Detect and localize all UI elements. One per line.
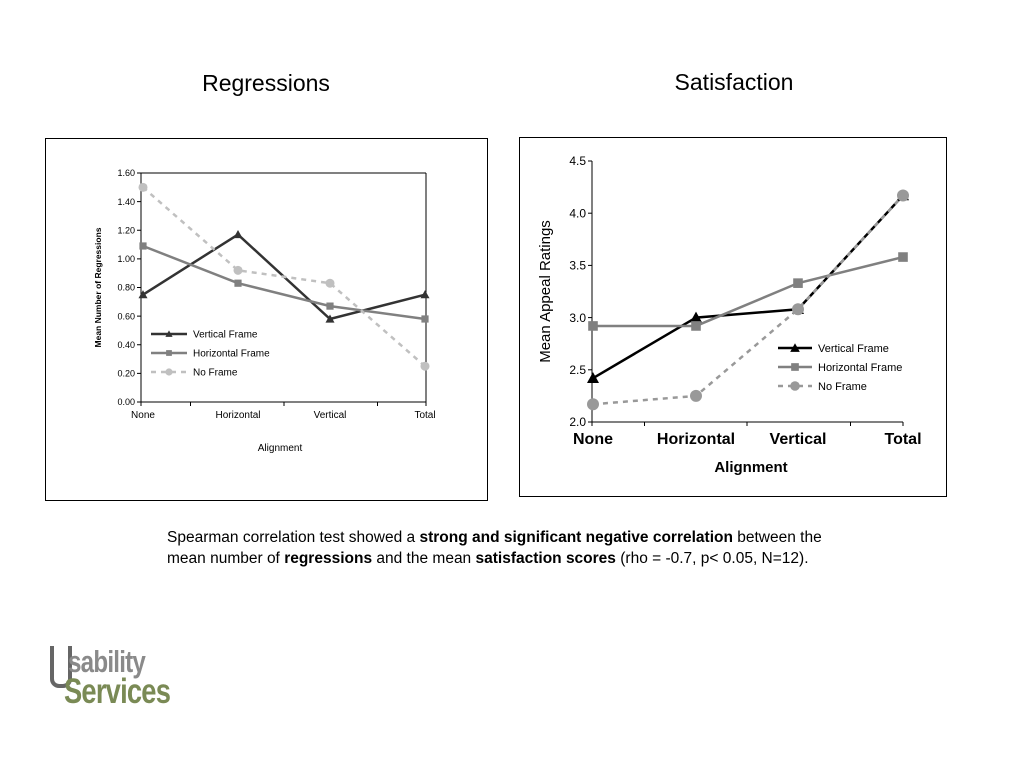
series-line-2 bbox=[593, 255, 904, 328]
caption-bold-1: strong and significant negative correlat… bbox=[419, 529, 733, 546]
logo-u-mark bbox=[50, 646, 72, 688]
satisfaction-chart: 2.0 2.5 3.0 3.5 4.0 4.5 None Horizontal Vertical… bbox=[537, 154, 922, 476]
y-tick-label: 1.20 bbox=[117, 225, 135, 235]
data-point-series-3 bbox=[420, 361, 430, 371]
x-tick-label: Total bbox=[884, 431, 921, 448]
caption-text-3: and the mean bbox=[372, 550, 476, 567]
legend-label: No Frame bbox=[193, 368, 238, 379]
data-point-series-1 bbox=[690, 311, 702, 323]
data-point-series-3 bbox=[138, 182, 148, 192]
legend-label: Vertical Frame bbox=[818, 343, 889, 355]
logo-line-2: Services bbox=[64, 672, 171, 711]
x-axis-label: Alignment bbox=[714, 459, 787, 476]
y-tick-label: 2.5 bbox=[569, 363, 586, 377]
y-tick-label: 1.60 bbox=[117, 168, 135, 178]
data-point-series-3 bbox=[792, 303, 804, 316]
series-line-3 bbox=[142, 186, 426, 368]
regressions-chart-frame: 0.00 0.20 0.40 0.60 0.80 1.00 1.20 1.40 1.60 None… bbox=[45, 138, 488, 501]
logo-line-1: sability bbox=[68, 644, 146, 679]
legend-marker-1 bbox=[165, 330, 173, 337]
chart-title-regressions: Regressions bbox=[202, 70, 330, 96]
regressions-chart: 0.00 0.20 0.40 0.60 0.80 1.00 1.20 1.40 1.60 None… bbox=[93, 168, 436, 454]
x-tick-label: None bbox=[573, 431, 613, 448]
legend-label: No Frame bbox=[818, 381, 867, 393]
data-point-series-1 bbox=[587, 372, 599, 383]
data-point-series-3 bbox=[325, 278, 335, 288]
x-tick-label: Horizontal bbox=[215, 410, 260, 421]
x-tick-label: Horizontal bbox=[657, 431, 735, 448]
y-tick-label: 3.0 bbox=[569, 311, 586, 325]
caption-text-2: between the mean number of bbox=[167, 529, 822, 567]
caption-text-1: Spearman correlation test showed a bbox=[167, 529, 420, 546]
x-tick-label: None bbox=[131, 410, 155, 421]
caption-text-4: (rho = -0.7, p< 0.05, N=12). bbox=[615, 550, 809, 567]
data-point-series-1 bbox=[420, 290, 430, 299]
x-tick-label: Vertical bbox=[770, 431, 827, 448]
legend-marker-2 bbox=[166, 350, 172, 356]
x-tick-label: Total bbox=[414, 410, 435, 421]
data-point-series-3 bbox=[587, 398, 599, 411]
x-axis-label: Alignment bbox=[258, 443, 303, 454]
x-tick-label: Vertical bbox=[314, 410, 347, 421]
data-point-series-1 bbox=[325, 314, 335, 323]
legend-label: Horizontal Frame bbox=[193, 349, 270, 360]
y-axis-label: Mean Number of Regressions bbox=[93, 227, 103, 347]
data-point-series-1 bbox=[233, 230, 243, 239]
data-point-series-2 bbox=[898, 252, 908, 262]
data-point-series-2 bbox=[421, 315, 429, 323]
data-point-series-3 bbox=[690, 389, 702, 402]
correlation-caption: Spearman correlation test showed a stron… bbox=[167, 527, 835, 569]
y-tick-label: 0.20 bbox=[117, 369, 135, 379]
y-tick-label: 3.5 bbox=[569, 259, 586, 273]
y-tick-label: 4.5 bbox=[569, 154, 586, 168]
y-tick-label: 1.00 bbox=[117, 254, 135, 264]
legend-marker-1 bbox=[790, 343, 800, 352]
data-point-series-2 bbox=[326, 302, 334, 310]
y-tick-label: 4.0 bbox=[569, 206, 586, 220]
data-point-series-2 bbox=[691, 321, 701, 331]
satisfaction-chart-frame: 2.0 2.5 3.0 3.5 4.0 4.5 None Horizontal Vertical… bbox=[519, 137, 947, 497]
legend-label: Horizontal Frame bbox=[818, 362, 902, 374]
y-tick-label: 1.40 bbox=[117, 197, 135, 207]
series-line-2 bbox=[142, 244, 426, 321]
data-point-series-2 bbox=[588, 321, 598, 331]
legend-marker-3 bbox=[790, 381, 800, 391]
legend-marker-2 bbox=[791, 363, 799, 371]
caption-bold-3: satisfaction scores bbox=[475, 550, 616, 567]
chart-title-satisfaction: Satisfaction bbox=[674, 69, 794, 95]
y-tick-label: 0.80 bbox=[117, 283, 135, 293]
y-tick-label: 0.40 bbox=[117, 340, 135, 350]
legend-marker-3 bbox=[165, 368, 173, 376]
usability-services-logo: sability Services bbox=[50, 642, 210, 714]
series-line-3 bbox=[592, 194, 904, 406]
data-point-series-3 bbox=[897, 189, 909, 202]
data-point-series-1 bbox=[138, 290, 148, 299]
data-point-series-2 bbox=[793, 278, 803, 288]
y-tick-label: 0.00 bbox=[117, 397, 135, 407]
data-point-series-2 bbox=[139, 242, 147, 250]
caption-bold-2: regressions bbox=[284, 550, 373, 567]
legend-label: Vertical Frame bbox=[193, 330, 258, 341]
data-point-series-2 bbox=[234, 279, 242, 287]
y-axis-label: Mean Appeal Ratings bbox=[537, 220, 554, 363]
data-point-series-3 bbox=[233, 265, 243, 275]
y-tick-label: 0.60 bbox=[117, 311, 135, 321]
y-tick-label: 2.0 bbox=[569, 415, 586, 429]
